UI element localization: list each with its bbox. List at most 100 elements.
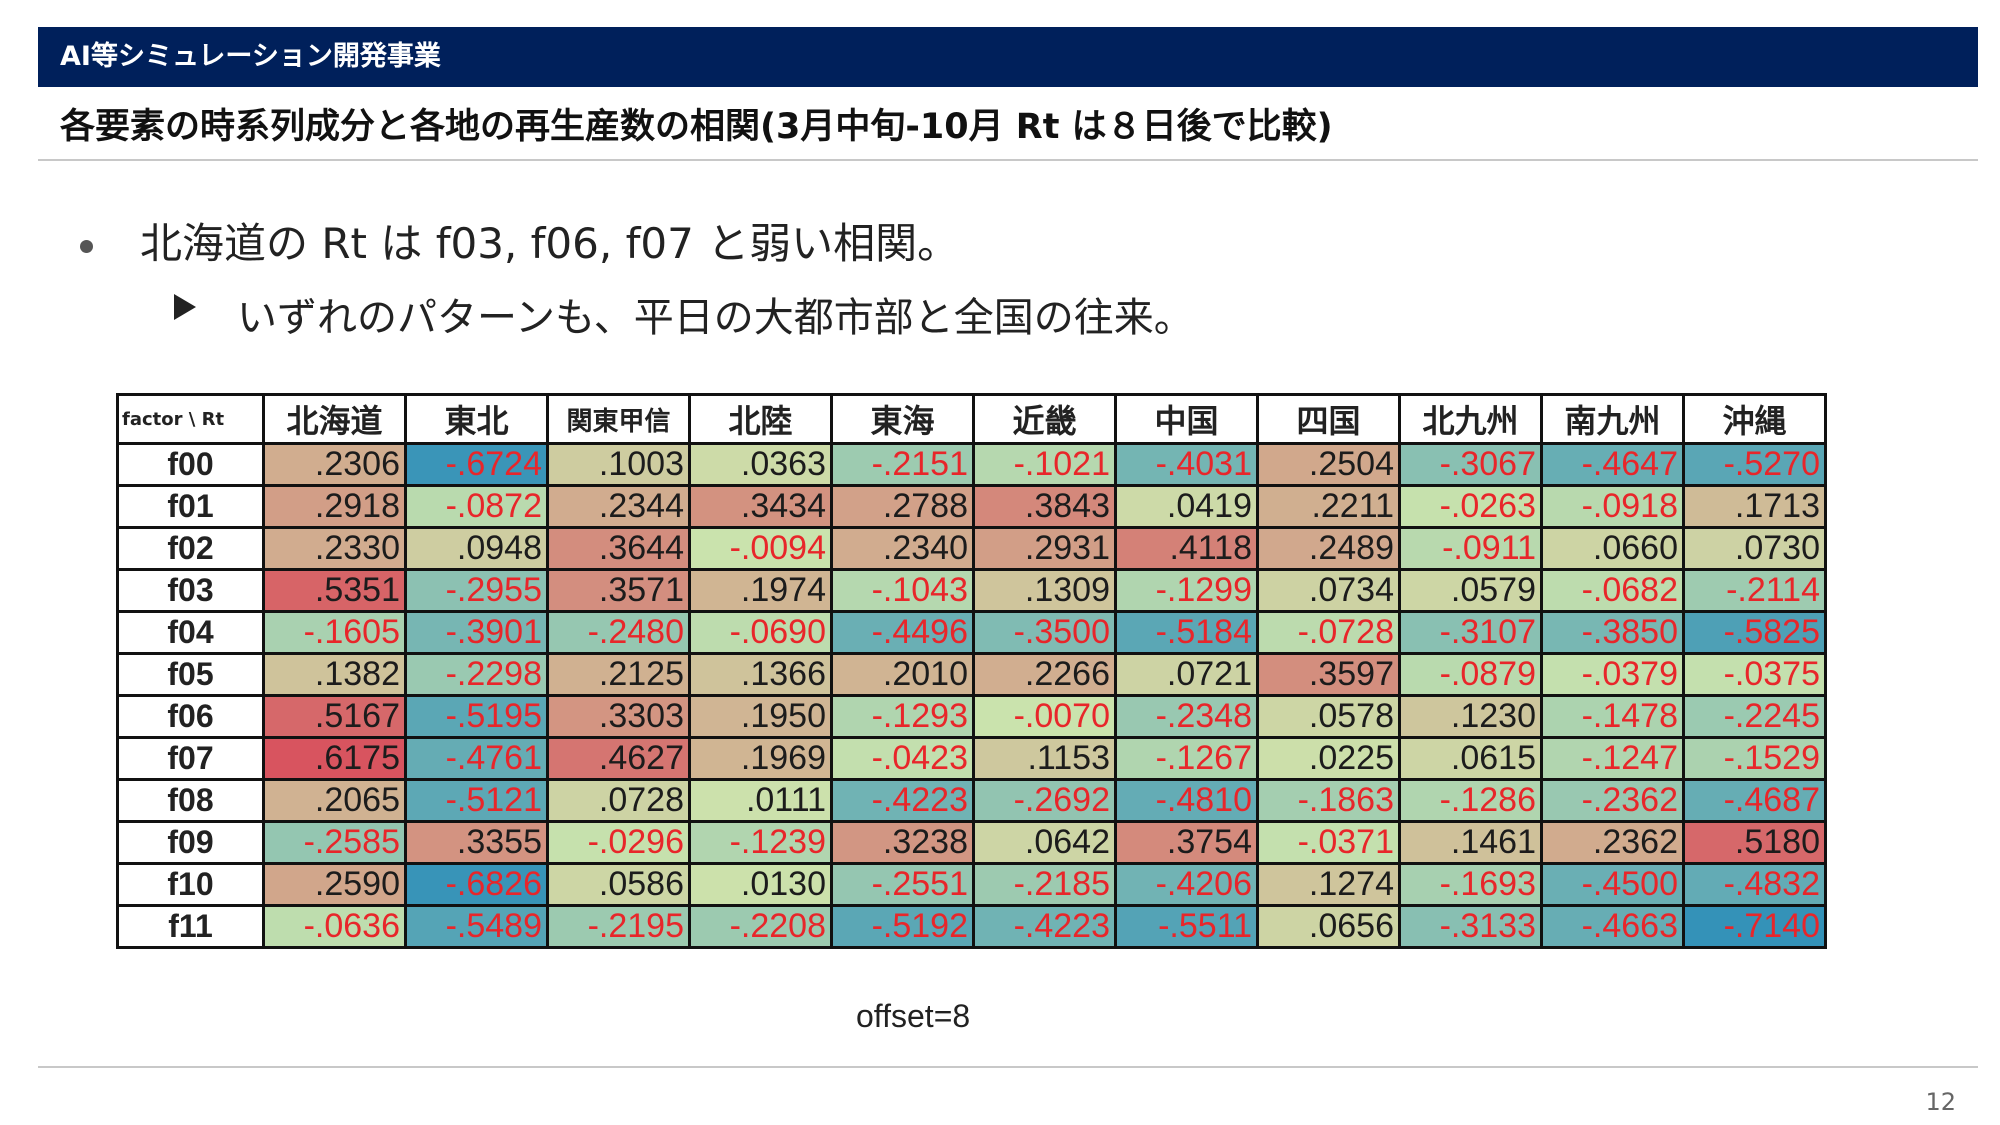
correlation-cell: -.5192: [830, 904, 975, 949]
correlation-cell: -.3850: [1540, 610, 1685, 655]
correlation-cell: .0948: [404, 526, 549, 571]
correlation-cell: .0363: [688, 442, 833, 487]
correlation-cell: .1713: [1682, 484, 1827, 529]
correlation-cell: -.5195: [404, 694, 549, 739]
correlation-cell: .0130: [688, 862, 833, 907]
correlation-cell: -.3107: [1398, 610, 1543, 655]
correlation-cell: .1153: [972, 736, 1117, 781]
correlation-cell: .2931: [972, 526, 1117, 571]
correlation-cell: -.1478: [1540, 694, 1685, 739]
correlation-cell: .1950: [688, 694, 833, 739]
correlation-cell: -.2298: [404, 652, 549, 697]
correlation-cell: -.4223: [972, 904, 1117, 949]
correlation-cell: -.2585: [262, 820, 407, 865]
footer-divider: [38, 1066, 1978, 1068]
bullet-triangle-icon: [174, 294, 196, 320]
row-label: f06: [116, 694, 265, 739]
table-row: f06.5167 -.5195.3303.1950 -.1293 -.0070 -.23…: [116, 694, 1827, 739]
correlation-cell: -.1863: [1256, 778, 1401, 823]
column-header: 近畿: [972, 393, 1117, 445]
correlation-cell: -.0263: [1398, 484, 1543, 529]
correlation-cell: -.4496: [830, 610, 975, 655]
correlation-cell: .0615: [1398, 736, 1543, 781]
row-label: f09: [116, 820, 265, 865]
correlation-cell: -.2348: [1114, 694, 1259, 739]
correlation-cell: -.1021: [972, 442, 1117, 487]
header-band: AI等シミュレーション開発事業: [38, 27, 1978, 87]
correlation-cell: .1382: [262, 652, 407, 697]
correlation-cell: -.1293: [830, 694, 975, 739]
correlation-cell: -.1605: [262, 610, 407, 655]
correlation-cell: .0656: [1256, 904, 1401, 949]
column-header: 四国: [1256, 393, 1401, 445]
correlation-cell: -.2185: [972, 862, 1117, 907]
correlation-cell: .0728: [546, 778, 691, 823]
correlation-cell: -.2955: [404, 568, 549, 613]
row-label: f02: [116, 526, 265, 571]
correlation-cell: -.4832: [1682, 862, 1827, 907]
correlation-cell: -.2195: [546, 904, 691, 949]
row-label: f03: [116, 568, 265, 613]
table-row: f01.2918 -.0872.2344.3434.2788.3843.0419.…: [116, 484, 1827, 529]
correlation-cell: .3597: [1256, 652, 1401, 697]
correlation-cell: .0642: [972, 820, 1117, 865]
row-label: f04: [116, 610, 265, 655]
correlation-cell: .5167: [262, 694, 407, 739]
correlation-cell: .2489: [1256, 526, 1401, 571]
row-label: f11: [116, 904, 265, 949]
correlation-cell: -.4031: [1114, 442, 1259, 487]
correlation-cell: -.4206: [1114, 862, 1259, 907]
bullet-dot-icon: [80, 240, 93, 253]
correlation-cell: -.5121: [404, 778, 549, 823]
correlation-cell: -.2245: [1682, 694, 1827, 739]
correlation-cell: .2266: [972, 652, 1117, 697]
correlation-cell: -.0879: [1398, 652, 1543, 697]
correlation-cell: .1309: [972, 568, 1117, 613]
column-header: 関東甲信: [546, 393, 691, 445]
correlation-cell: .0419: [1114, 484, 1259, 529]
correlation-cell: .0578: [1256, 694, 1401, 739]
offset-caption: offset=8: [856, 998, 971, 1034]
correlation-cell: -.4687: [1682, 778, 1827, 823]
table-header-row: factor \ Rt 北海道 東北 関東甲信 北陸 東海 近畿 中国 四国 北九州 南九州 沖縄: [116, 393, 1827, 445]
correlation-cell: -.0375: [1682, 652, 1827, 697]
table-row: f05.1382 -.2298.2125.1366.2010.2266.0721.…: [116, 652, 1827, 697]
correlation-cell: -.5511: [1114, 904, 1259, 949]
header-label: AI等シミュレーション開発事業: [60, 41, 441, 72]
correlation-cell: .2211: [1256, 484, 1401, 529]
slide-title: 各要素の時系列成分と各地の再生産数の相関(3月中旬-10月 Rt は８日後で比較…: [60, 107, 1333, 147]
row-label: f07: [116, 736, 265, 781]
column-header: 北海道: [262, 393, 407, 445]
correlation-table: factor \ Rt 北海道 東北 関東甲信 北陸 東海 近畿 中国 四国 北九州 南九州 沖縄 …: [116, 393, 1827, 949]
correlation-cell: -.3133: [1398, 904, 1543, 949]
correlation-cell: .4627: [546, 736, 691, 781]
row-label: f00: [116, 442, 265, 487]
correlation-cell: -.0682: [1540, 568, 1685, 613]
correlation-cell: .0730: [1682, 526, 1827, 571]
correlation-cell: .3754: [1114, 820, 1259, 865]
correlation-cell: -.1529: [1682, 736, 1827, 781]
correlation-cell: -.4223: [830, 778, 975, 823]
correlation-cell: -.1043: [830, 568, 975, 613]
correlation-cell: .5351: [262, 568, 407, 613]
correlation-cell: .2504: [1256, 442, 1401, 487]
correlation-cell: .0225: [1256, 736, 1401, 781]
correlation-cell: .1230: [1398, 694, 1543, 739]
correlation-cell: .2362: [1540, 820, 1685, 865]
correlation-cell: .2340: [830, 526, 975, 571]
correlation-cell: .1274: [1256, 862, 1401, 907]
correlation-cell: -.0728: [1256, 610, 1401, 655]
page-number: 12: [1925, 1088, 1956, 1116]
correlation-cell: .0586: [546, 862, 691, 907]
correlation-cell: .1969: [688, 736, 833, 781]
correlation-cell: .3434: [688, 484, 833, 529]
correlation-cell: .2344: [546, 484, 691, 529]
correlation-cell: .1366: [688, 652, 833, 697]
correlation-cell: -.3901: [404, 610, 549, 655]
correlation-cell: -.0918: [1540, 484, 1685, 529]
correlation-cell: .2590: [262, 862, 407, 907]
title-divider: [38, 159, 1978, 161]
table-row: f09 -.2585.3355 -.0296 -.1239.3238.0642.375…: [116, 820, 1827, 865]
correlation-cell: -.6724: [404, 442, 549, 487]
correlation-cell: -.2692: [972, 778, 1117, 823]
